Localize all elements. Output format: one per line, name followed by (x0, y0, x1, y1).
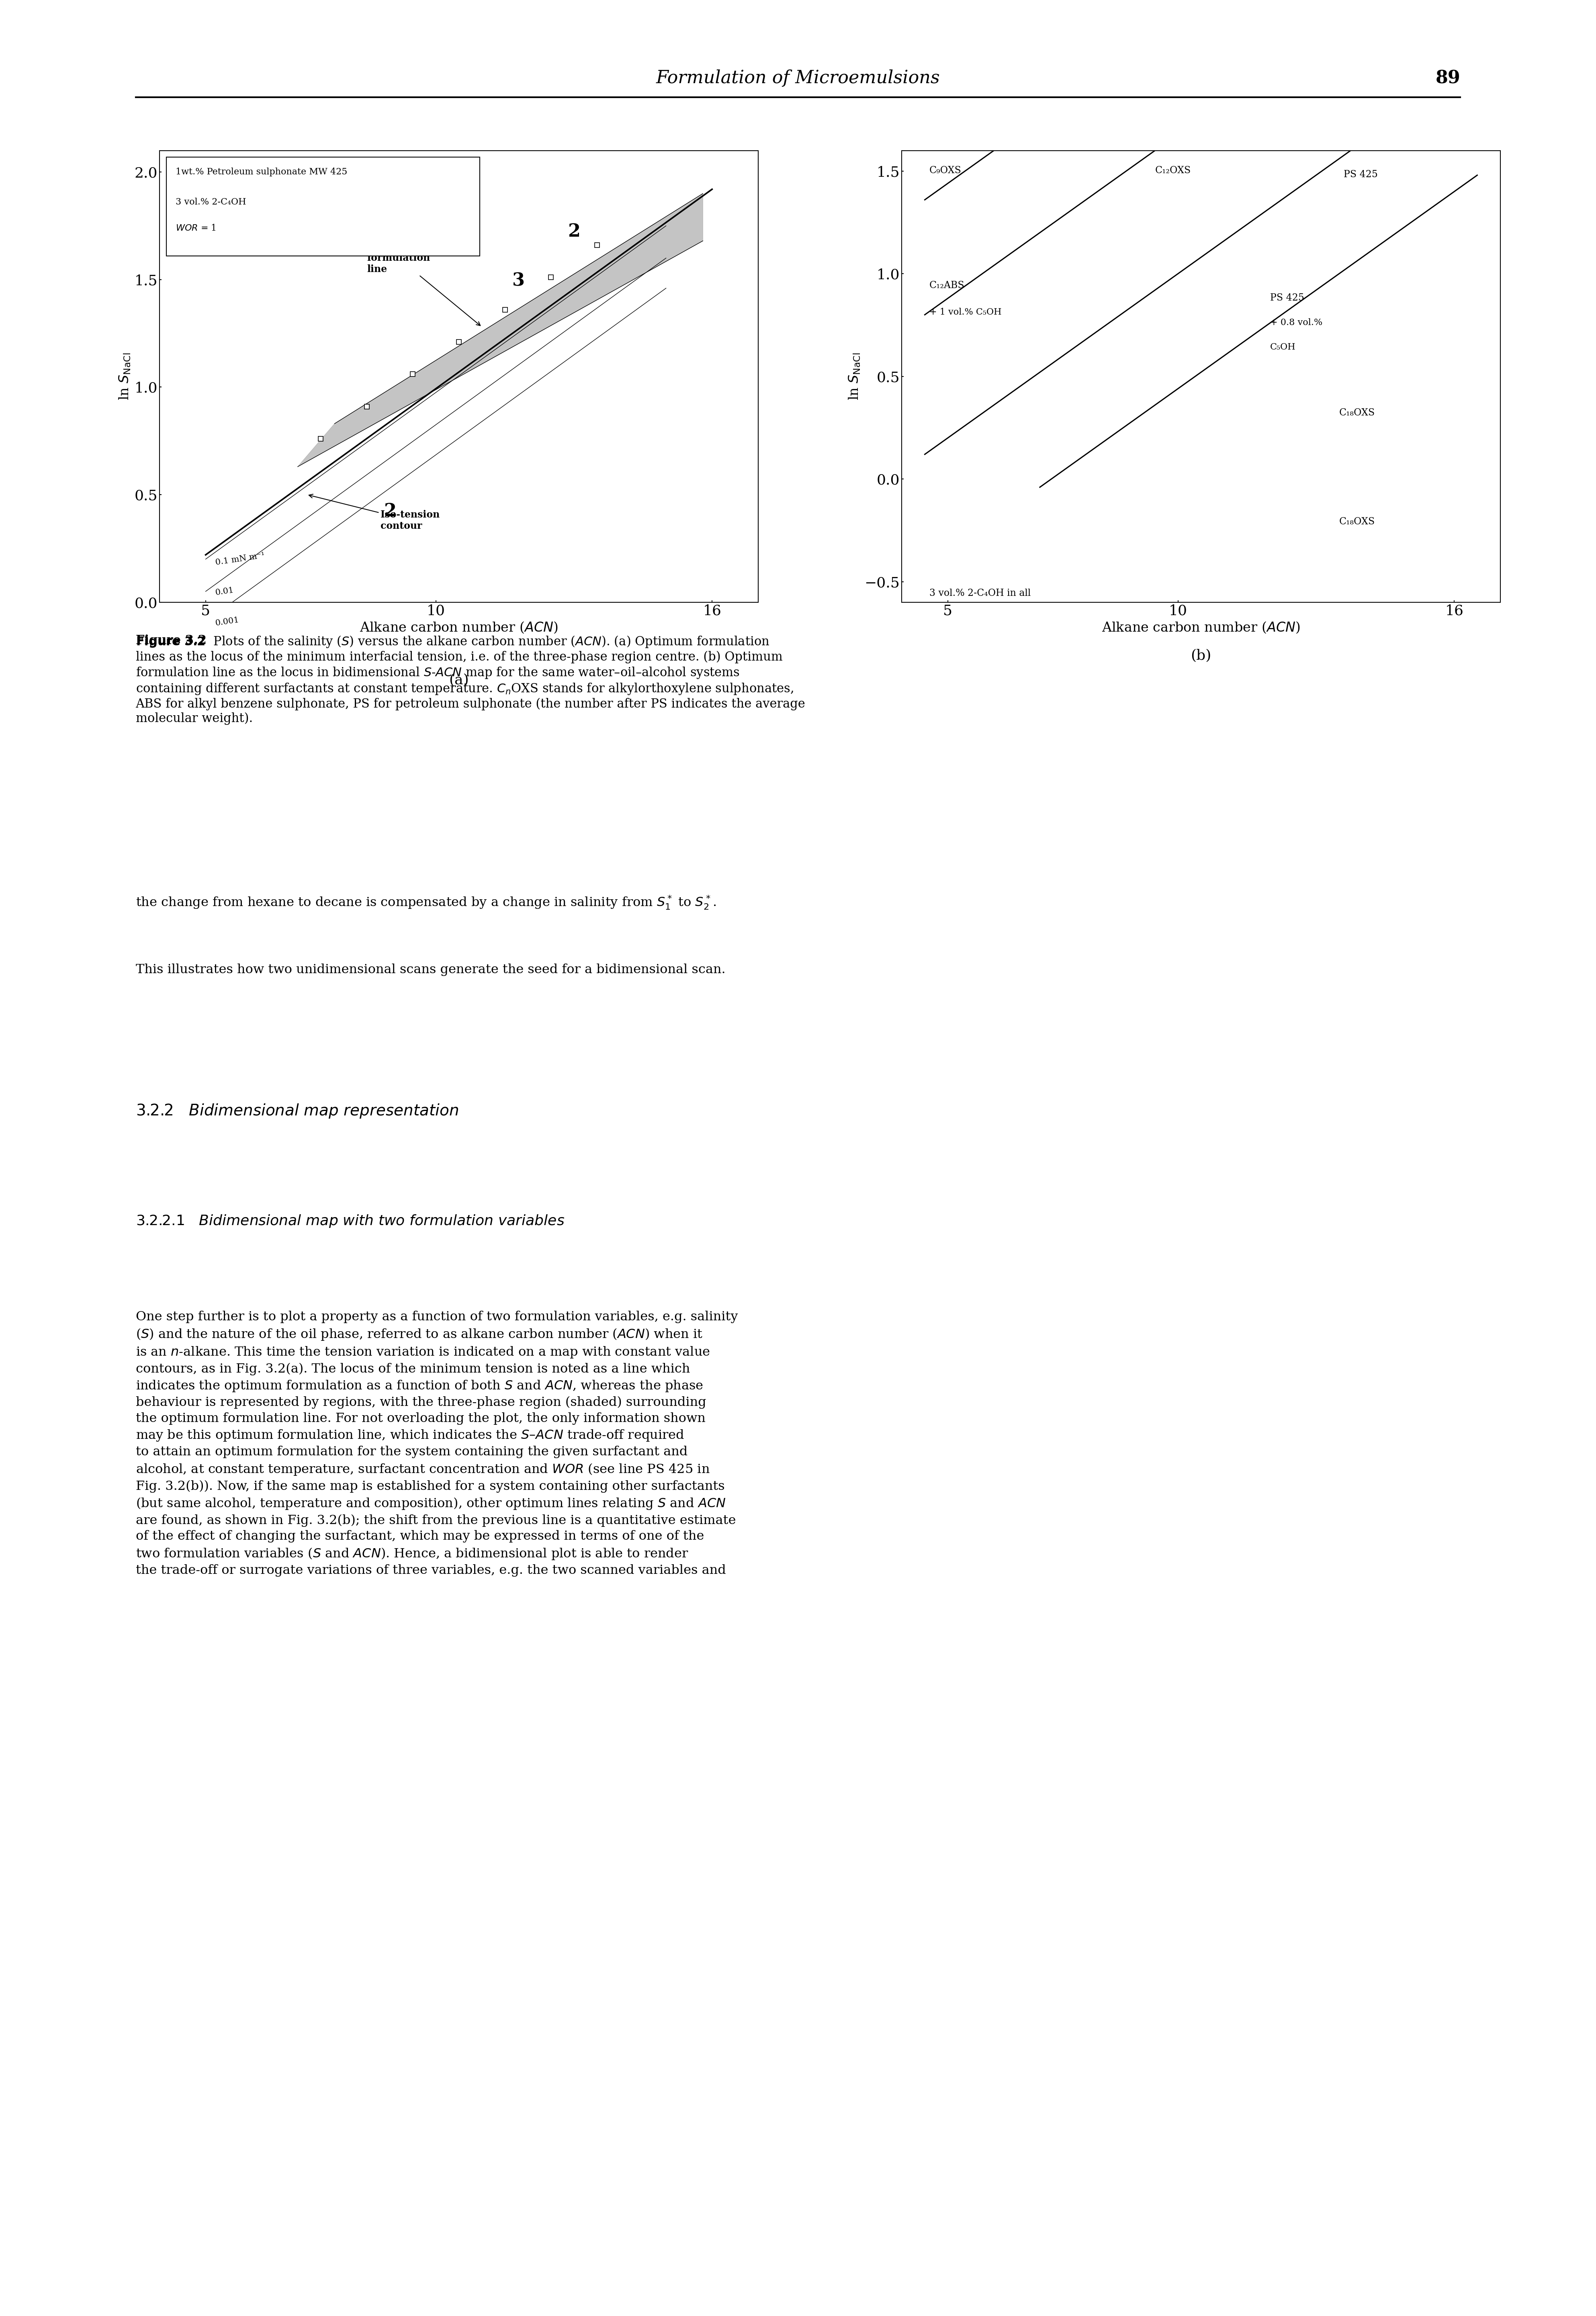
Text: $\it{WOR}$ = 1: $\it{WOR}$ = 1 (176, 225, 215, 232)
Text: C₁₈OXS: C₁₈OXS (1339, 408, 1376, 417)
Text: 0.01: 0.01 (215, 586, 235, 598)
Y-axis label: ln $S_\mathrm{NaCl}$: ln $S_\mathrm{NaCl}$ (118, 352, 132, 401)
Text: $\it{3.2.2.1}$   $\it{Bidimensional\ map\ with\ two\ formulation\ variables}$: $\it{3.2.2.1}$ $\it{Bidimensional\ map\ … (136, 1214, 565, 1230)
Text: 3 vol.% 2-C₄OH: 3 vol.% 2-C₄OH (176, 197, 246, 206)
Text: Iso-tension
contour: Iso-tension contour (310, 493, 440, 530)
Y-axis label: ln $S_\mathrm{NaCl}$: ln $S_\mathrm{NaCl}$ (847, 352, 862, 401)
Text: 2: 2 (383, 503, 396, 519)
Text: 3: 3 (512, 273, 525, 290)
Text: (a): (a) (448, 674, 469, 688)
X-axis label: Alkane carbon number ($\it{ACN}$): Alkane carbon number ($\it{ACN}$) (1101, 621, 1301, 635)
Text: $\mathbf{\it{3.2.2}}$   $\mathbf{\it{Bidimensional\ map\ representation}}$: $\mathbf{\it{3.2.2}}$ $\mathbf{\it{Bidim… (136, 1102, 458, 1119)
Text: C₁₂OXS: C₁₂OXS (1156, 167, 1191, 176)
Text: (b): (b) (1191, 648, 1211, 662)
Text: $\mathbf{Figure\ 3.2}$  Plots of the salinity ($S$) versus the alkane carbon num: $\mathbf{Figure\ 3.2}$ Plots of the sali… (136, 635, 806, 725)
Text: C₅OH: C₅OH (1270, 343, 1296, 352)
Polygon shape (298, 195, 702, 468)
Text: This illustrates how two unidimensional scans generate the seed for a bidimensio: This illustrates how two unidimensional … (136, 963, 725, 975)
Text: C₁₂ABS: C₁₂ABS (929, 280, 964, 290)
Text: One step further is to plot a property as a function of two formulation variable: One step further is to plot a property a… (136, 1311, 737, 1577)
Text: PS 425: PS 425 (1344, 169, 1377, 178)
Text: + 1 vol.% C₅OH: + 1 vol.% C₅OH (929, 308, 1002, 317)
Text: Formulation of Microemulsions: Formulation of Microemulsions (656, 69, 940, 86)
Text: C₉OXS: C₉OXS (929, 167, 961, 176)
Text: Optimum
formulation
line: Optimum formulation line (367, 243, 480, 327)
Text: 1wt.% Petroleum sulphonate MW 425: 1wt.% Petroleum sulphonate MW 425 (176, 167, 348, 176)
Text: PS 425: PS 425 (1270, 294, 1304, 303)
X-axis label: Alkane carbon number ($\it{ACN}$): Alkane carbon number ($\it{ACN}$) (359, 621, 559, 635)
Text: the change from hexane to decane is compensated by a change in salinity from $S_: the change from hexane to decane is comp… (136, 894, 717, 910)
Text: 3 vol.% 2-C₄OH in all: 3 vol.% 2-C₄OH in all (929, 588, 1031, 598)
Text: 0.1 mN m⁻¹: 0.1 mN m⁻¹ (215, 551, 265, 567)
Text: 89: 89 (1435, 69, 1460, 86)
FancyBboxPatch shape (166, 157, 479, 255)
Text: 0.001: 0.001 (215, 616, 239, 628)
Text: C₁₈OXS: C₁₈OXS (1339, 516, 1376, 526)
Text: Figure 3.2: Figure 3.2 (136, 635, 206, 646)
Text: + 0.8 vol.%: + 0.8 vol.% (1270, 317, 1323, 327)
Text: 2: 2 (568, 222, 581, 241)
